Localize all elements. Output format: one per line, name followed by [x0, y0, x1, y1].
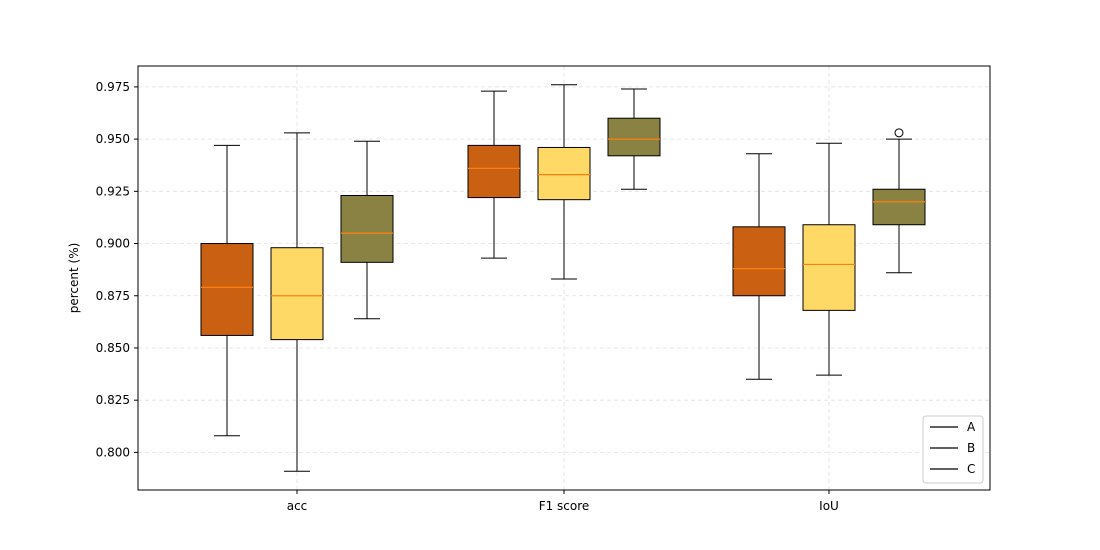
y-tick-label: 0.850	[96, 341, 130, 355]
y-tick-label: 0.800	[96, 445, 130, 459]
box-a-0	[200, 144, 254, 437]
box-iqr	[802, 224, 856, 311]
y-axis-label: percent (%)	[67, 243, 81, 314]
box-iqr	[200, 243, 254, 336]
box-c-2	[872, 128, 926, 274]
legend-item-b: B	[930, 441, 975, 455]
box-series	[200, 84, 926, 472]
box-b-0	[270, 132, 324, 472]
x-tick-label: IoU	[819, 499, 839, 513]
x-tick-label: acc	[287, 499, 308, 513]
box-a-1	[467, 90, 521, 259]
y-tick-label: 0.875	[96, 289, 130, 303]
y-tick-label: 0.950	[96, 132, 130, 146]
x-axis-ticks: acc F1 score IoU	[287, 490, 839, 513]
box-iqr	[340, 194, 394, 263]
y-axis-ticks: 0.800 0.825 0.850 0.875 0.900 0.925 0.950 0.975	[96, 80, 138, 459]
legend-item-a: A	[930, 420, 976, 434]
legend-label-c: C	[967, 462, 975, 476]
y-tick-label: 0.925	[96, 184, 130, 198]
y-tick-label: 0.825	[96, 393, 130, 407]
legend-frame	[922, 415, 984, 484]
box-iqr	[467, 144, 521, 199]
box-iqr	[732, 226, 786, 297]
legend: A B C	[922, 415, 984, 484]
box-b-2	[802, 142, 856, 376]
legend-label-a: A	[967, 420, 976, 434]
legend-item-c: C	[930, 462, 975, 476]
box-b-1	[537, 84, 591, 280]
box-iqr	[537, 146, 591, 201]
box-iqr	[270, 247, 324, 341]
y-tick-label: 0.975	[96, 80, 130, 94]
outlier-point	[894, 128, 904, 138]
x-tick-label: F1 score	[539, 499, 590, 513]
box-iqr	[607, 117, 661, 157]
box-c-0	[340, 140, 394, 320]
box-c-1	[607, 88, 661, 190]
legend-label-b: B	[967, 441, 975, 455]
box-a-2	[732, 153, 786, 380]
box-iqr	[872, 188, 926, 226]
y-tick-label: 0.900	[96, 237, 130, 251]
